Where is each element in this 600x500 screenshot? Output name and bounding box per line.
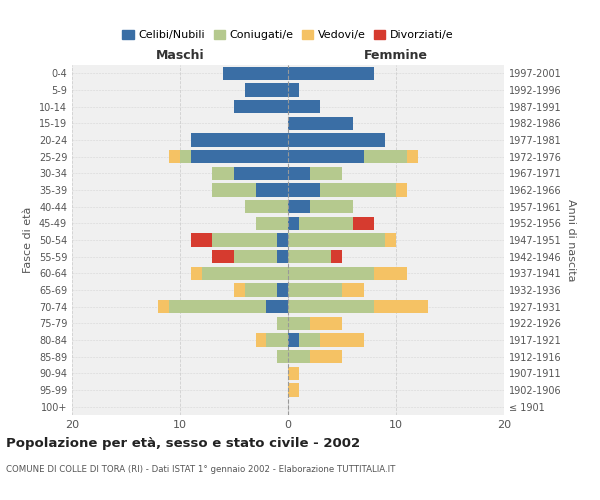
Bar: [310, 350, 342, 364]
Bar: [288, 216, 299, 230]
Bar: [396, 184, 407, 196]
Bar: [191, 134, 288, 146]
Bar: [277, 234, 288, 246]
Bar: [256, 334, 266, 346]
Bar: [169, 300, 266, 314]
Text: COMUNE DI COLLE DI TORA (RI) - Dati ISTAT 1° gennaio 2002 - Elaborazione TUTTITA: COMUNE DI COLLE DI TORA (RI) - Dati ISTA…: [6, 466, 395, 474]
Bar: [288, 384, 299, 396]
Bar: [288, 200, 310, 213]
Bar: [288, 84, 299, 96]
Bar: [245, 200, 288, 213]
Bar: [256, 216, 288, 230]
Bar: [364, 150, 407, 164]
Bar: [288, 134, 385, 146]
Bar: [191, 234, 212, 246]
Bar: [277, 316, 288, 330]
Bar: [266, 300, 288, 314]
Bar: [288, 116, 353, 130]
Bar: [320, 184, 396, 196]
Bar: [288, 184, 320, 196]
Bar: [212, 250, 234, 264]
Bar: [310, 200, 353, 213]
Bar: [180, 150, 191, 164]
Text: Femmine: Femmine: [364, 48, 428, 62]
Bar: [310, 316, 342, 330]
Bar: [223, 66, 288, 80]
Bar: [288, 284, 342, 296]
Bar: [245, 84, 288, 96]
Bar: [299, 216, 353, 230]
Bar: [202, 266, 288, 280]
Bar: [288, 166, 310, 180]
Bar: [234, 100, 288, 114]
Bar: [353, 216, 374, 230]
Bar: [407, 150, 418, 164]
Bar: [374, 300, 428, 314]
Bar: [299, 334, 320, 346]
Bar: [288, 266, 374, 280]
Bar: [245, 284, 277, 296]
Bar: [288, 316, 310, 330]
Bar: [288, 150, 364, 164]
Bar: [277, 284, 288, 296]
Bar: [288, 66, 374, 80]
Bar: [256, 184, 288, 196]
Y-axis label: Anni di nascita: Anni di nascita: [566, 198, 575, 281]
Bar: [288, 350, 310, 364]
Bar: [385, 234, 396, 246]
Bar: [191, 150, 288, 164]
Bar: [158, 300, 169, 314]
Bar: [266, 334, 288, 346]
Legend: Celibi/Nubili, Coniugati/e, Vedovi/e, Divorziati/e: Celibi/Nubili, Coniugati/e, Vedovi/e, Di…: [118, 25, 458, 44]
Bar: [234, 284, 245, 296]
Bar: [212, 184, 256, 196]
Bar: [234, 250, 277, 264]
Bar: [288, 234, 385, 246]
Bar: [169, 150, 180, 164]
Bar: [288, 334, 299, 346]
Text: Popolazione per età, sesso e stato civile - 2002: Popolazione per età, sesso e stato civil…: [6, 438, 360, 450]
Bar: [191, 266, 202, 280]
Bar: [342, 284, 364, 296]
Bar: [288, 300, 374, 314]
Bar: [277, 250, 288, 264]
Bar: [288, 366, 299, 380]
Bar: [288, 100, 320, 114]
Bar: [277, 350, 288, 364]
Bar: [234, 166, 288, 180]
Bar: [374, 266, 407, 280]
Bar: [331, 250, 342, 264]
Bar: [288, 250, 331, 264]
Text: Maschi: Maschi: [155, 48, 205, 62]
Bar: [212, 234, 277, 246]
Y-axis label: Fasce di età: Fasce di età: [23, 207, 33, 273]
Bar: [212, 166, 234, 180]
Bar: [320, 334, 364, 346]
Bar: [310, 166, 342, 180]
